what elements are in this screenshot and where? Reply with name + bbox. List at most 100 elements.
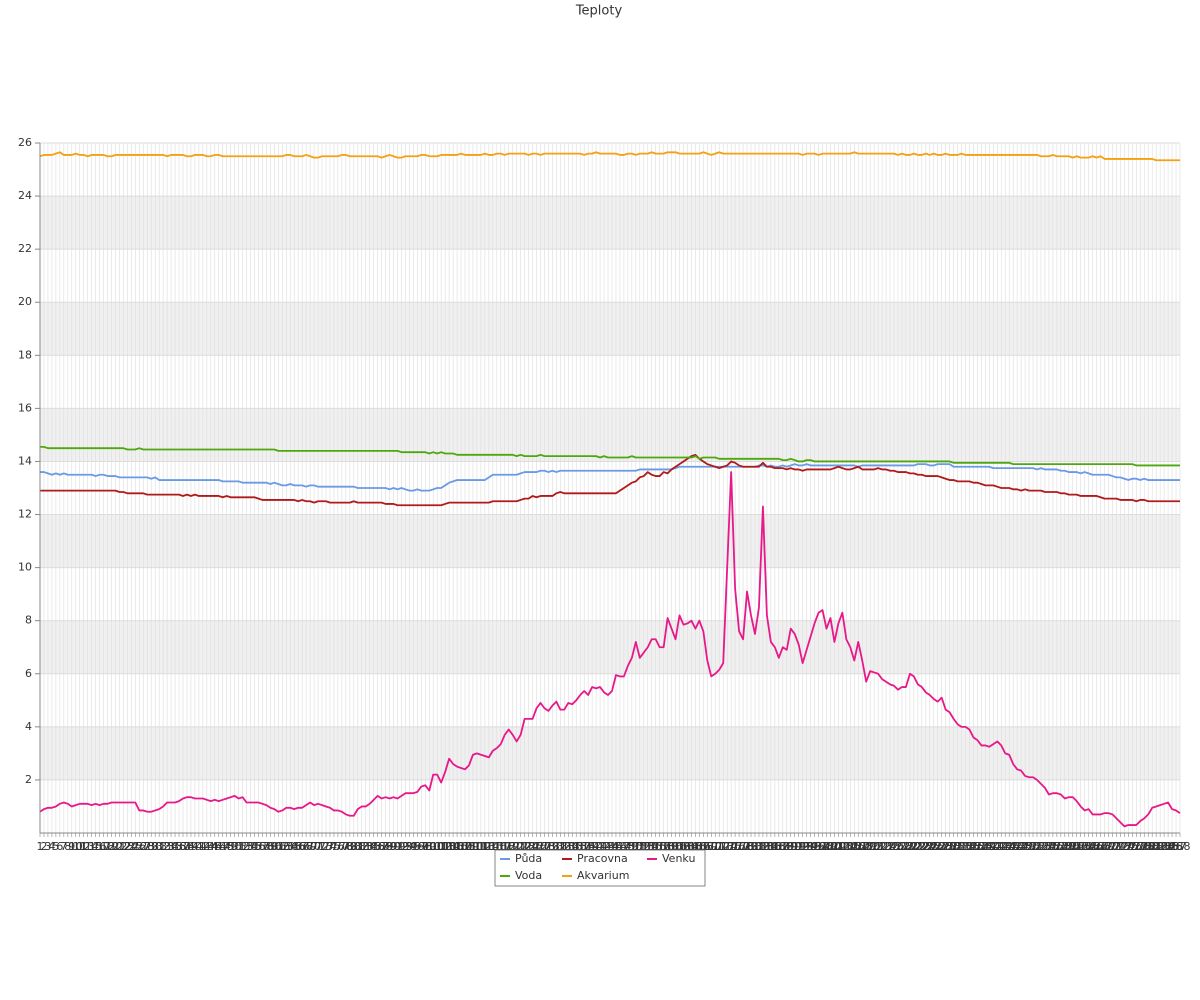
x-tick-label: 271 [1102,840,1123,853]
x-tick-label: 225 [919,840,940,853]
x-tick-label: 40 [188,840,202,853]
x-tick-label: 46 [212,840,226,853]
x-tick-label: 284 [1154,840,1175,853]
x-tick-label: 113 [474,840,495,853]
y-tick-label: 4 [25,720,32,733]
x-tick-label: 175 [721,840,742,853]
x-tick-label: 108 [455,840,476,853]
x-tick-label: 278 [1130,840,1151,853]
x-tick-label: 221 [903,840,924,853]
x-tick-label: 84 [363,840,377,853]
x-tick-label: 180 [741,840,762,853]
x-tick-label: 112 [470,840,491,853]
x-tick-label: 20 [108,840,122,853]
x-tick-label: 190 [780,840,801,853]
x-tick-label: 268 [1090,840,1111,853]
x-tick-label: 23 [120,840,134,853]
x-tick-label: 83 [359,840,373,853]
x-tick-label: 220 [899,840,920,853]
x-tick-label: 64 [283,840,297,853]
x-tick-label: 32 [156,840,170,853]
horizontal-grid [40,142,1180,781]
x-tick-label: 270 [1098,840,1119,853]
x-tick-label: 182 [748,840,769,853]
x-tick-label: 63 [279,840,293,853]
x-tick-label: 228 [931,840,952,853]
x-tick-label: 75 [327,840,341,853]
x-tick-label: 253 [1030,840,1051,853]
grid-band [40,620,1180,674]
series-line [40,453,1180,507]
x-tick-label: 264 [1074,840,1095,853]
series-line [40,445,1180,467]
x-tick-label: 95 [406,840,420,853]
x-tick-label: 17 [97,840,111,853]
x-tick-label: 211 [864,840,885,853]
x-tick-label: 229 [935,840,956,853]
x-tick-label: 230 [939,840,960,853]
x-tick-label: 215 [880,840,901,853]
x-tick-label: 2 [40,840,47,853]
x-tick-label: 248 [1011,840,1032,853]
x-tick-label: 188 [772,840,793,853]
x-tick-label: 104 [439,840,460,853]
x-tick-label: 205 [840,840,861,853]
x-tick-label: 281 [1142,840,1163,853]
x-tick-label: 232 [947,840,968,853]
x-tick-label: 72 [315,840,329,853]
y-tick-label: 6 [25,667,32,680]
x-tick-label: 285 [1158,840,1179,853]
x-tick-label: 222 [907,840,928,853]
x-tick-label: 204 [836,840,857,853]
x-tick-label: 269 [1094,840,1115,853]
x-tick-label: 92 [394,840,408,853]
x-tick-label: 239 [975,840,996,853]
x-tick-label: 216 [884,840,905,853]
x-tick-label: 236 [963,840,984,853]
legend-label: Voda [515,869,542,882]
legend-label: Venku [662,852,695,865]
x-tick-label: 109 [458,840,479,853]
y-tick-label: 12 [18,508,32,521]
grid-band [40,196,1180,250]
x-tick-label: 76 [331,840,345,853]
x-tick-label: 208 [852,840,873,853]
x-tick-label: 287 [1166,840,1187,853]
x-tick-label: 53 [240,840,254,853]
x-tick-label: 189 [776,840,797,853]
x-tick-label: 203 [832,840,853,853]
x-tick-label: 54 [244,840,258,853]
x-tick-label: 22 [116,840,130,853]
x-tick-label: 6 [56,840,63,853]
x-tick-label: 288 [1170,840,1191,853]
x-tick-label: 37 [176,840,190,853]
x-tick-label: 80 [347,840,361,853]
x-tick-label: 265 [1078,840,1099,853]
x-tick-label: 70 [307,840,321,853]
x-tick-label: 77 [335,840,349,853]
x-tick-label: 240 [979,840,1000,853]
x-tick-label: 30 [148,840,162,853]
x-tick-label: 272 [1106,840,1127,853]
x-tick-label: 98 [418,840,432,853]
x-tick-label: 74 [323,840,337,853]
x-tick-label: 12 [77,840,91,853]
x-tick-label: 47 [216,840,230,853]
x-tick-label: 210 [860,840,881,853]
x-tick-label: 276 [1122,840,1143,853]
x-tick-label: 197 [808,840,829,853]
x-tick-label: 279 [1134,840,1155,853]
x-tick-label: 173 [713,840,734,853]
x-tick-label: 31 [152,840,166,853]
x-tick-label: 49 [224,840,238,853]
y-tick-label: 16 [18,401,32,414]
grid-band [40,408,1180,462]
x-tick-label: 172 [709,840,730,853]
x-tick-label: 91 [390,840,404,853]
x-tick-label: 5 [52,840,59,853]
x-tick-label: 66 [291,840,305,853]
x-tick-label: 247 [1007,840,1028,853]
y-tick-label: 8 [25,614,32,627]
x-tick-label: 11 [73,840,87,853]
